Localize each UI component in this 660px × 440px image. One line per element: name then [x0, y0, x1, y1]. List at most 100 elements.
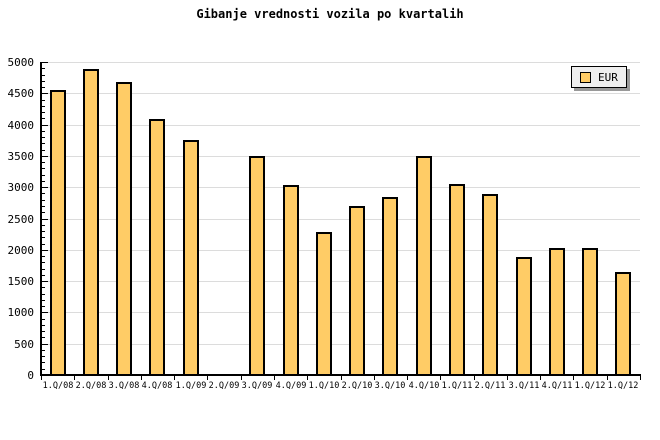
y-minor-tick [42, 337, 45, 338]
gridline-3000 [41, 187, 640, 188]
x-axis-tick [141, 376, 142, 380]
y-minor-tick [42, 294, 45, 295]
x-axis-tick [440, 376, 441, 380]
y-minor-tick [42, 87, 45, 88]
y-major-tick [42, 62, 48, 63]
y-major-tick [42, 219, 48, 220]
gridline-4000 [41, 125, 640, 126]
y-minor-tick [42, 162, 45, 163]
x-axis-label: 3.Q/10 [374, 381, 406, 391]
y-axis-label: 1500 [7, 275, 35, 288]
y-minor-tick [42, 193, 45, 194]
bar-1.Q/12 [582, 248, 598, 375]
gridline-2000 [41, 250, 640, 251]
y-axis-label: 4000 [7, 119, 35, 132]
bar-1.Q/08 [50, 90, 66, 375]
y-minor-tick [42, 244, 45, 245]
bar-1.Q/09 [183, 140, 199, 375]
x-axis-label: 3.Q/11 [508, 381, 540, 391]
x-axis-label: 1.Q/08 [42, 381, 74, 391]
y-minor-tick [42, 175, 45, 176]
x-axis-label: 4.Q/11 [541, 381, 573, 391]
y-minor-tick [42, 81, 45, 82]
x-axis-label: 1.Q/12 [607, 381, 639, 391]
x-axis-label: 4.Q/09 [275, 381, 307, 391]
y-minor-tick [42, 112, 45, 113]
bar-1.Q/10 [316, 232, 332, 375]
x-axis-tick [640, 376, 641, 380]
y-minor-tick [42, 181, 45, 182]
y-minor-tick [42, 200, 45, 201]
x-axis-label: 1.Q/09 [175, 381, 207, 391]
gridline-3500 [41, 156, 640, 157]
chart-title: Gibanje vrednosti vozila po kvartalih [196, 7, 464, 21]
y-axis-label: 3000 [7, 181, 35, 194]
y-minor-tick [42, 237, 45, 238]
y-minor-tick [42, 106, 45, 107]
gridline-5000 [41, 62, 640, 63]
x-axis-tick [174, 376, 175, 380]
gridline-4500 [41, 93, 640, 94]
y-minor-tick [42, 231, 45, 232]
y-major-tick [42, 281, 48, 282]
y-minor-tick [42, 256, 45, 257]
bar-4.Q/11 [549, 248, 565, 375]
bar-2.Q/10 [349, 206, 365, 375]
y-minor-tick [42, 150, 45, 151]
y-minor-tick [42, 137, 45, 138]
y-minor-tick [42, 325, 45, 326]
y-minor-tick [42, 143, 45, 144]
x-axis-tick [607, 376, 608, 380]
x-axis-label: 4.Q/10 [408, 381, 440, 391]
bar-4.Q/10 [416, 156, 432, 375]
y-minor-tick [42, 118, 45, 119]
y-minor-tick [42, 362, 45, 363]
bar-3.Q/08 [116, 82, 132, 375]
gridline-1000 [41, 312, 640, 313]
y-minor-tick [42, 100, 45, 101]
y-axis-label: 5000 [7, 56, 35, 69]
bar-3.Q/10 [382, 197, 398, 375]
x-axis-tick [108, 376, 109, 380]
x-axis-label: 2.Q/08 [75, 381, 107, 391]
bar-1.Q/11 [449, 184, 465, 375]
y-minor-tick [42, 131, 45, 132]
y-major-tick [42, 344, 48, 345]
y-minor-tick [42, 75, 45, 76]
y-minor-tick [42, 331, 45, 332]
y-axis-label: 0 [27, 369, 34, 382]
y-minor-tick [42, 356, 45, 357]
x-axis-tick [474, 376, 475, 380]
y-minor-tick [42, 206, 45, 207]
y-minor-tick [42, 225, 45, 226]
y-minor-tick [42, 262, 45, 263]
x-axis-label: 2.Q/10 [341, 381, 373, 391]
x-axis-tick [274, 376, 275, 380]
bar-2.Q/11 [482, 194, 498, 375]
y-major-tick [42, 187, 48, 188]
y-minor-tick [42, 275, 45, 276]
x-axis-label: 4.Q/08 [141, 381, 173, 391]
y-axis-label: 500 [14, 338, 34, 351]
x-axis-tick [540, 376, 541, 380]
legend: EUR [571, 66, 627, 88]
y-major-tick [42, 250, 48, 251]
x-axis-tick [374, 376, 375, 380]
y-minor-tick [42, 269, 45, 270]
bar-3.Q/09 [249, 156, 265, 375]
gridline-1500 [41, 281, 640, 282]
gridline-2500 [41, 219, 640, 220]
x-axis-tick [307, 376, 308, 380]
x-axis-tick [74, 376, 75, 380]
bar-1.Q/12 [615, 272, 631, 375]
x-axis-tick [573, 376, 574, 380]
x-axis-tick [207, 376, 208, 380]
bar-3.Q/11 [516, 257, 532, 375]
x-axis-label: 3.Q/08 [108, 381, 140, 391]
x-axis-tick [241, 376, 242, 380]
x-axis-tick [507, 376, 508, 380]
x-axis-line [40, 374, 641, 376]
y-major-tick [42, 156, 48, 157]
